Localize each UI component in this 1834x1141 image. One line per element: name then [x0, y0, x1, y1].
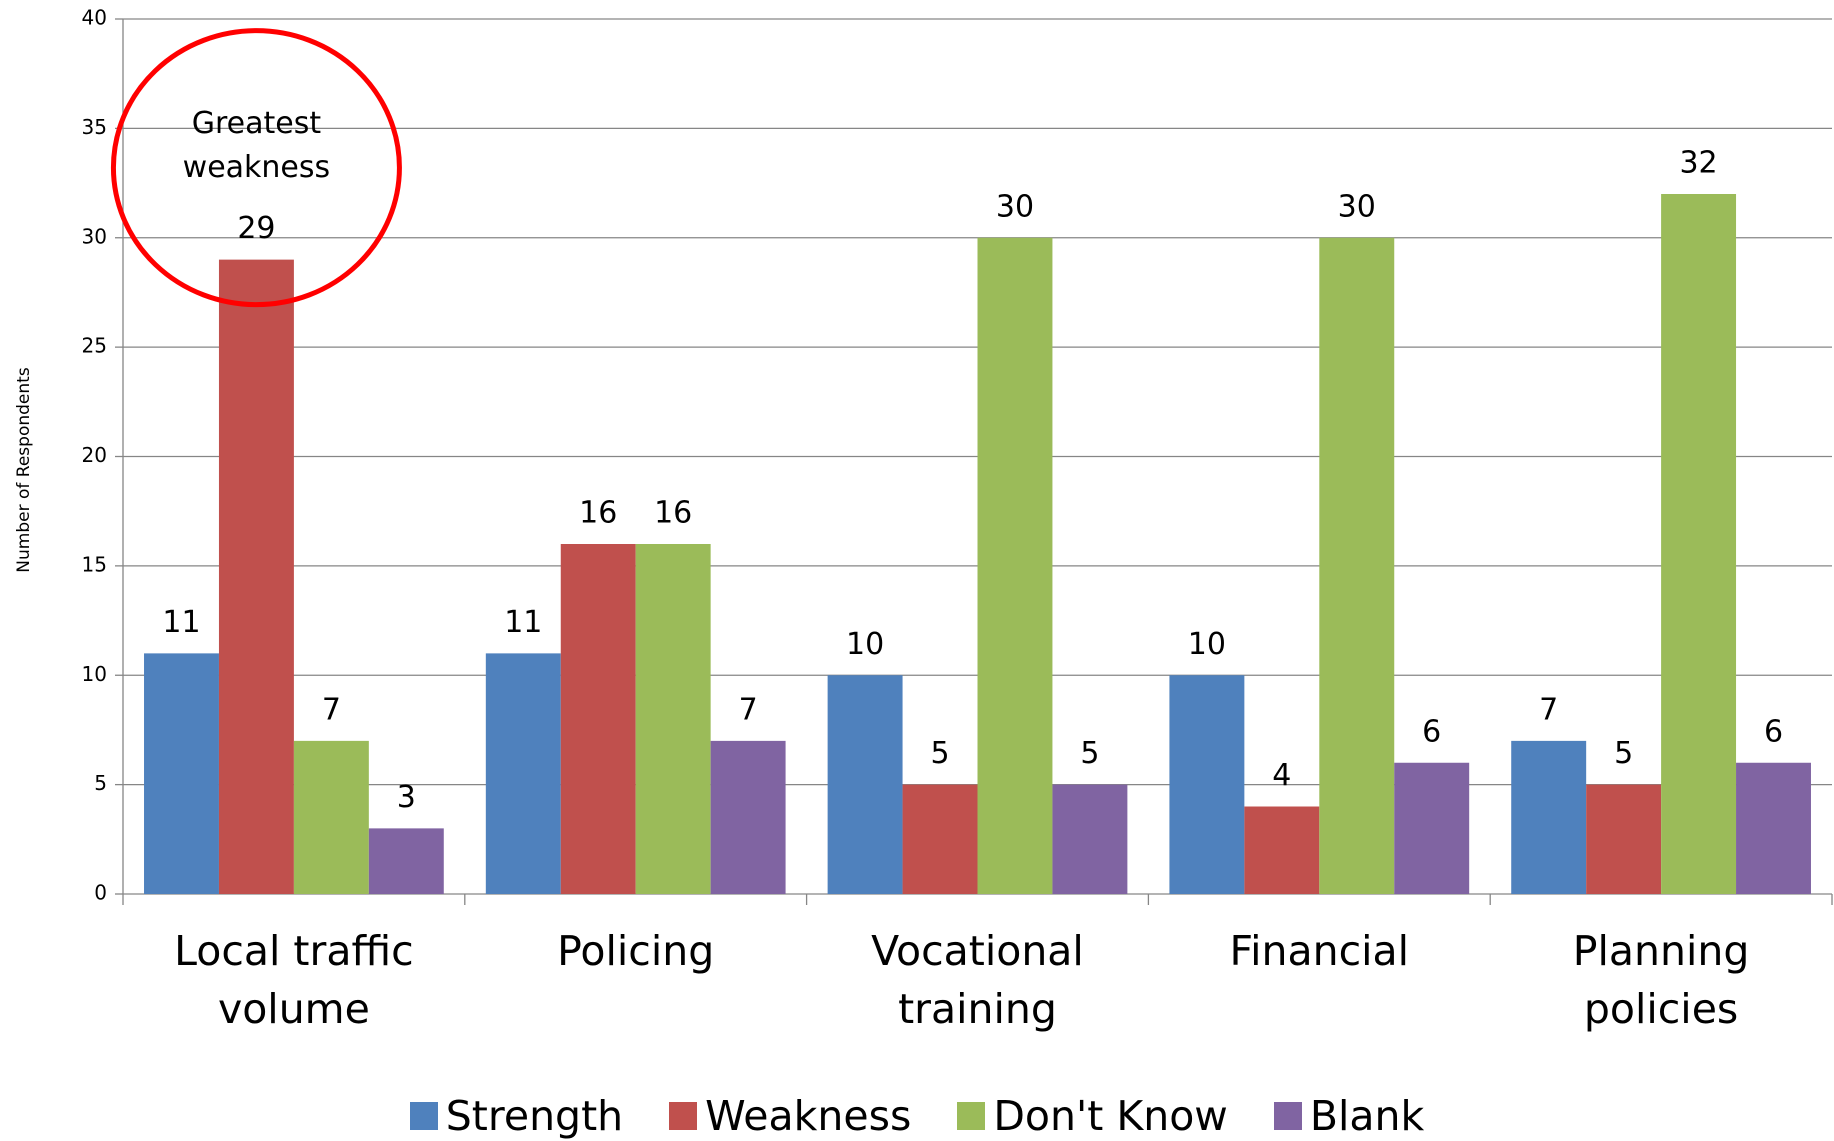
data-label: 16 — [654, 496, 692, 531]
data-label: 7 — [1539, 692, 1558, 727]
data-label: 3 — [397, 780, 416, 815]
legend-item: Blank — [1273, 1092, 1425, 1140]
data-label: 6 — [1764, 714, 1783, 749]
legend: Strength Weakness Don't Know Blank — [0, 1092, 1834, 1140]
legend-label: Strength — [445, 1092, 624, 1140]
bar — [560, 544, 636, 894]
legend-item: Don't Know — [957, 1092, 1228, 1140]
bar — [1661, 194, 1737, 894]
data-label: 5 — [1080, 736, 1099, 771]
y-tick-label: 0 — [94, 881, 107, 905]
y-tick-label: 10 — [82, 662, 107, 686]
bar — [218, 259, 294, 894]
data-label: 5 — [1614, 736, 1633, 771]
data-label: 32 — [1679, 146, 1717, 181]
x-tick-label: Planning policies — [1572, 927, 1750, 1033]
bar — [1244, 806, 1320, 894]
legend-swatch — [669, 1102, 698, 1130]
bar — [1052, 784, 1128, 894]
y-tick-label: 20 — [82, 443, 107, 467]
data-label: 7 — [739, 692, 758, 727]
data-label: 29 — [237, 211, 275, 246]
bar — [1169, 675, 1245, 894]
x-tick-label: Financial — [1229, 927, 1410, 975]
legend-item: Weakness — [669, 1092, 911, 1140]
data-label: 11 — [162, 605, 200, 640]
y-tick-label: 5 — [94, 771, 107, 795]
legend-label: Don't Know — [993, 1092, 1228, 1140]
y-tick-label: 30 — [82, 224, 107, 248]
x-tick-label: Policing — [557, 927, 715, 975]
bar — [1736, 762, 1811, 894]
data-label: 30 — [996, 189, 1034, 224]
data-label: 16 — [579, 496, 617, 531]
bar — [1394, 762, 1470, 894]
bar — [144, 653, 219, 894]
data-label: 5 — [930, 736, 949, 771]
bar — [902, 784, 978, 894]
annotation-circle — [110, 28, 402, 308]
legend-label: Weakness — [705, 1092, 912, 1140]
legend-swatch — [957, 1102, 986, 1130]
legend-swatch — [409, 1102, 438, 1130]
data-label: 4 — [1272, 758, 1291, 793]
legend-item: Strength — [409, 1092, 624, 1140]
bar — [1319, 237, 1395, 894]
bar — [710, 740, 786, 894]
data-label: 10 — [846, 627, 884, 662]
y-axis-label: Number of Respondents — [14, 367, 34, 573]
annotation-text: Greatest weakness — [182, 105, 331, 185]
bar — [368, 828, 444, 894]
data-label: 11 — [504, 605, 542, 640]
bar — [827, 675, 903, 894]
legend-swatch — [1273, 1102, 1302, 1130]
bar — [485, 653, 561, 894]
y-tick-label: 40 — [82, 6, 107, 30]
bar — [977, 237, 1053, 894]
y-tick-label: 35 — [82, 115, 107, 139]
bar — [293, 740, 369, 894]
legend-label: Blank — [1309, 1092, 1425, 1140]
x-tick-label: Vocational training — [871, 927, 1084, 1033]
y-tick-label: 15 — [82, 552, 107, 576]
y-tick-label: 25 — [82, 334, 107, 358]
data-label: 30 — [1338, 189, 1376, 224]
bar — [1511, 740, 1587, 894]
x-tick-label: Local traffic volume — [174, 927, 414, 1033]
data-label: 7 — [322, 692, 341, 727]
data-label: 6 — [1422, 714, 1441, 749]
data-label: 10 — [1188, 627, 1226, 662]
bar — [1586, 784, 1662, 894]
bar — [635, 544, 711, 894]
